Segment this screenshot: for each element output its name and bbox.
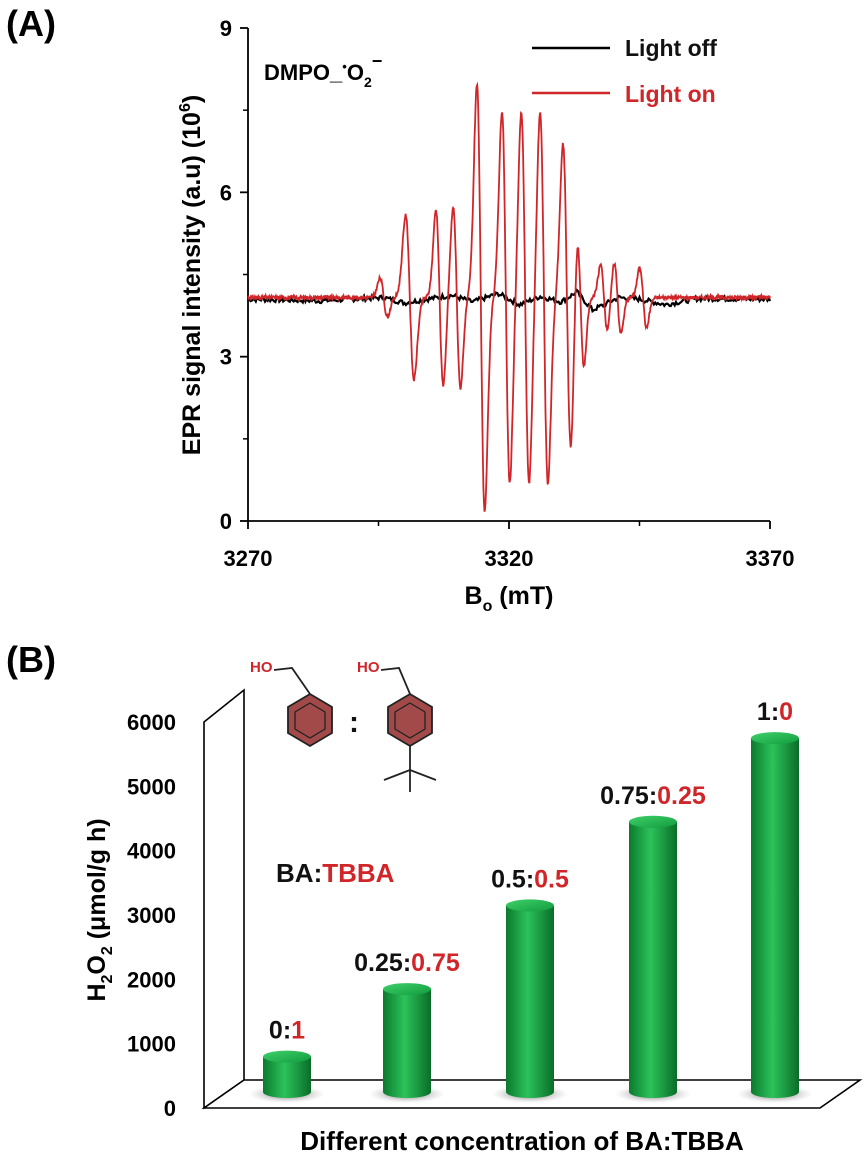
hydroxyl-label-ba: HO (250, 659, 273, 676)
ratio-label: BA:TBBA (276, 858, 395, 888)
legend-a: Light off Light on (532, 35, 717, 107)
category-sep: : (526, 865, 534, 893)
x-tick-label-a: 3270 (224, 546, 273, 571)
category-tbba: 1 (291, 1017, 305, 1045)
benzene-ring-ba-icon (287, 692, 333, 748)
panel-label-b: (B) (6, 639, 56, 680)
series-group-a (247, 81, 772, 512)
category-ba: 1 (757, 698, 771, 726)
x-tick-label-a: 3370 (746, 546, 795, 571)
bar-category-label: 1:0 (757, 698, 793, 726)
y-tick-label-b: 5000 (127, 774, 176, 799)
category-tbba: 0 (779, 698, 793, 726)
bar-category-label: 0:1 (269, 1017, 305, 1045)
axis-ticks-a: 0 3 6 9 3270 3320 3370 (220, 16, 795, 571)
category-tbba: 0.5 (534, 865, 569, 893)
category-sep: : (283, 1017, 291, 1045)
category-tbba: 0.25 (657, 782, 706, 810)
bar-top (383, 983, 431, 996)
y-tick-label-a: 0 (220, 509, 232, 534)
bar-category-label: 0.25:0.75 (354, 949, 460, 977)
bar-top (506, 899, 554, 912)
x-axis-label-b: Different concentration of BA:TBBA (300, 1126, 744, 1156)
bar-body (506, 905, 554, 1098)
legend-label-light-off: Light off (625, 35, 717, 61)
bar-category-label: 0.75:0.25 (600, 782, 706, 810)
bar-3: 0.75:0.25 (600, 782, 706, 1103)
bar-body (751, 738, 799, 1098)
category-ba: 0.25 (354, 949, 403, 977)
category-sep: : (403, 949, 411, 977)
category-ba: 0.75 (600, 782, 649, 810)
category-ba: 0.5 (491, 865, 526, 893)
panel-label-a: (A) (6, 3, 56, 44)
panel-a-epr-chart: (A) 0 3 6 9 3270 3320 3370 EPR signal intensit… (6, 3, 794, 615)
hydroxyl-label-tbba: HO (357, 659, 380, 676)
y-tick-label-a: 6 (220, 180, 232, 205)
y-tick-label-b: 0 (164, 1096, 176, 1121)
category-tbba: 0.75 (411, 949, 460, 977)
y-tick-label-b: 3000 (127, 903, 176, 928)
legend-label-light-on: Light on (625, 81, 716, 107)
bond-tbba-chain (380, 667, 411, 695)
y-tick-label-b: 1000 (127, 1032, 176, 1057)
series-line-light-on (247, 81, 771, 512)
bar-2: 0.5:0.5 (491, 865, 569, 1103)
axis-ticks-b: 0 1000 2000 3000 4000 5000 6000 (127, 710, 176, 1121)
y-tick-label-b: 2000 (127, 967, 176, 992)
bar-body (629, 821, 677, 1098)
bar-0: 0:1 (249, 1017, 325, 1103)
y-axis-label-a: EPR signal intensity (a.u) (106) (177, 95, 206, 455)
bar-top (629, 815, 677, 828)
x-axis-label-a: Bo (mT) (465, 582, 554, 615)
bar-top (263, 1050, 311, 1063)
bar-1: 0.25:0.75 (354, 949, 460, 1103)
panel-b-bar-chart: (B) 0 1000 2000 3000 4000 5000 6000 H2O2 (μmol… (6, 639, 863, 1156)
ring-inner-tbba (394, 702, 426, 739)
chart-back-wall (203, 688, 245, 1110)
bar-body (263, 1056, 311, 1098)
y-tick-label-a: 3 (220, 345, 232, 370)
x-tick-label-a: 3320 (485, 546, 534, 571)
series-line-light-off (247, 288, 772, 314)
category-sep: : (649, 782, 657, 810)
bar-body (383, 989, 431, 1098)
y-tick-label-a: 9 (220, 16, 232, 41)
bar-top (751, 732, 799, 745)
inset-colon: : (349, 706, 359, 739)
inset-molecules: HO : HO BA:TBBA (250, 659, 437, 888)
bar-category-label: 0.5:0.5 (491, 865, 569, 893)
ring-inner-ba (294, 702, 326, 739)
category-ba: 0 (269, 1017, 283, 1045)
category-sep: : (771, 698, 779, 726)
y-axis-label-b: H2O2 (μmol/g h) (83, 818, 116, 1001)
bar-4: 1:0 (737, 698, 813, 1103)
y-tick-label-b: 4000 (127, 839, 176, 864)
bond-ba-chain (273, 667, 311, 695)
bars-group-b: 0:10.25:0.750.5:0.50.75:0.251:0 (249, 698, 813, 1103)
annotation-dmpo: DMPO_•O2− (264, 51, 382, 90)
y-tick-label-b: 6000 (127, 710, 176, 735)
